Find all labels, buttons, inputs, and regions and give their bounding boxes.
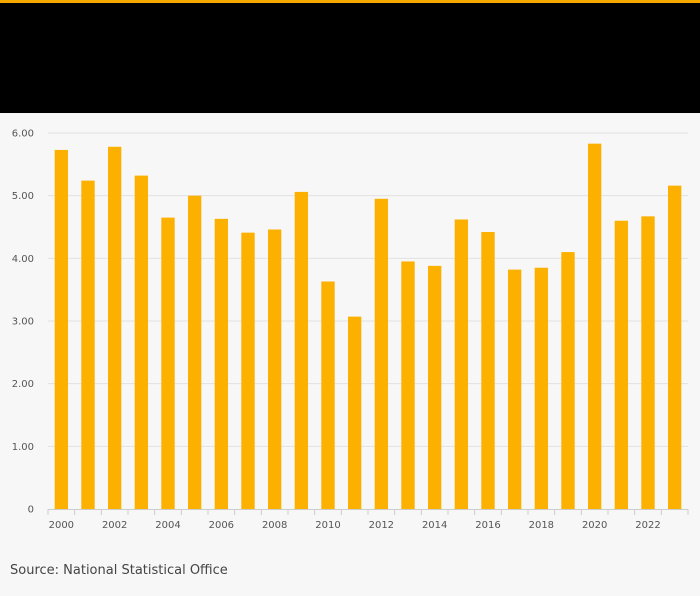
top-accent-bar bbox=[0, 0, 700, 3]
bar-2018 bbox=[534, 267, 548, 509]
bar-2017 bbox=[508, 269, 522, 509]
x-tick-label: 2008 bbox=[262, 520, 287, 531]
y-tick-label: 1.00 bbox=[12, 442, 34, 453]
bar-2013 bbox=[401, 261, 415, 509]
bar-2003 bbox=[134, 175, 148, 509]
x-tick-label: 2022 bbox=[635, 520, 660, 531]
bar-2007 bbox=[241, 232, 255, 509]
bar-2011 bbox=[348, 316, 362, 509]
bar-2001 bbox=[81, 180, 95, 510]
bar-2012 bbox=[374, 198, 388, 510]
bar-2006 bbox=[214, 218, 228, 509]
bar-2023 bbox=[668, 185, 682, 509]
bar-2014 bbox=[428, 265, 442, 509]
source-note: Source: National Statistical Office bbox=[10, 563, 228, 578]
x-tick-label: 2014 bbox=[422, 520, 447, 531]
x-tick-label: 2006 bbox=[209, 520, 234, 531]
bar-2008 bbox=[268, 229, 282, 510]
bar-2015 bbox=[454, 219, 468, 509]
bar-2019 bbox=[561, 252, 575, 510]
bar-2005 bbox=[188, 195, 202, 509]
bar-2022 bbox=[641, 216, 655, 509]
header-band bbox=[0, 3, 700, 113]
x-tick-label: 2016 bbox=[475, 520, 500, 531]
bar-2010 bbox=[321, 281, 335, 509]
bar-chart: 0 1.00 2.00 3.00 4.00 5.00 6.00 2000 2002 2004 200… bbox=[0, 113, 700, 543]
y-tick-label: 3.00 bbox=[12, 317, 34, 328]
x-tick-label: 2020 bbox=[582, 520, 607, 531]
y-tick-label: 5.00 bbox=[12, 191, 34, 202]
x-tick-label: 2012 bbox=[369, 520, 394, 531]
x-tick-label: 2004 bbox=[155, 520, 180, 531]
bars bbox=[54, 143, 682, 510]
bar-2016 bbox=[481, 232, 495, 509]
y-tick-label: 6.00 bbox=[12, 129, 34, 140]
y-tick-label: 2.00 bbox=[12, 379, 34, 390]
bar-2000 bbox=[54, 149, 68, 510]
x-tick-label: 2002 bbox=[102, 520, 127, 531]
bar-2020 bbox=[588, 143, 602, 510]
x-tick-label: 2018 bbox=[529, 520, 554, 531]
bar-2004 bbox=[161, 217, 175, 509]
x-tick-label: 2010 bbox=[315, 520, 340, 531]
y-tick-label: 0 bbox=[28, 505, 34, 516]
y-tick-label: 4.00 bbox=[12, 254, 34, 265]
bar-2002 bbox=[108, 146, 122, 509]
x-tick-label: 2000 bbox=[49, 520, 74, 531]
bar-2009 bbox=[294, 191, 308, 509]
chart-svg: 0 1.00 2.00 3.00 4.00 5.00 6.00 2000 2002 2004 200… bbox=[12, 129, 689, 531]
grid-lines bbox=[48, 132, 688, 447]
axes: 0 1.00 2.00 3.00 4.00 5.00 6.00 2000 2002 2004 200… bbox=[12, 129, 689, 531]
bar-2021 bbox=[614, 220, 628, 509]
